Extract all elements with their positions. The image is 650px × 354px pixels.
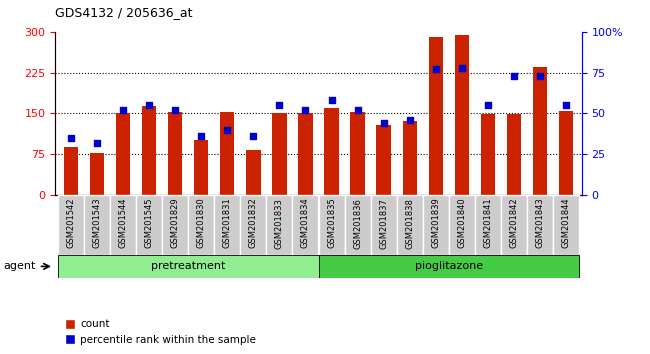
Bar: [58, 195, 84, 255]
Bar: [298, 113, 313, 195]
Bar: [168, 112, 182, 195]
Bar: [84, 195, 110, 255]
Bar: [448, 195, 475, 255]
Point: [483, 102, 493, 108]
Bar: [110, 195, 136, 255]
Bar: [90, 153, 104, 195]
Bar: [266, 195, 292, 255]
Text: GSM201542: GSM201542: [66, 198, 75, 248]
Text: GSM201844: GSM201844: [562, 198, 571, 249]
Bar: [553, 195, 579, 255]
Legend: count, percentile rank within the sample: count, percentile rank within the sample: [60, 315, 260, 349]
Bar: [214, 195, 240, 255]
Point: [248, 133, 259, 139]
Text: GSM201838: GSM201838: [405, 198, 414, 249]
Point: [66, 135, 76, 141]
Point: [222, 127, 233, 132]
Point: [274, 102, 285, 108]
Text: GSM201836: GSM201836: [353, 198, 362, 249]
Text: GSM201843: GSM201843: [536, 198, 545, 249]
Bar: [136, 195, 162, 255]
Point: [300, 107, 311, 113]
Bar: [527, 195, 553, 255]
Text: GSM201829: GSM201829: [171, 198, 179, 249]
Point: [144, 102, 154, 108]
Text: GSM201841: GSM201841: [484, 198, 493, 249]
Point: [430, 67, 441, 72]
Text: GSM201543: GSM201543: [92, 198, 101, 249]
Text: GSM201830: GSM201830: [197, 198, 205, 249]
Text: GSM201545: GSM201545: [144, 198, 153, 248]
Bar: [422, 195, 448, 255]
Bar: [370, 195, 396, 255]
Bar: [64, 147, 78, 195]
Text: GDS4132 / 205636_at: GDS4132 / 205636_at: [55, 6, 193, 19]
Bar: [507, 114, 521, 195]
Point: [378, 120, 389, 126]
Point: [561, 102, 571, 108]
Point: [326, 97, 337, 103]
Point: [118, 107, 128, 113]
Point: [170, 107, 180, 113]
Bar: [272, 113, 287, 195]
Bar: [481, 114, 495, 195]
Bar: [142, 106, 156, 195]
Text: GSM201835: GSM201835: [327, 198, 336, 249]
Bar: [194, 141, 209, 195]
Bar: [396, 195, 422, 255]
Bar: [475, 195, 501, 255]
Text: GSM201834: GSM201834: [301, 198, 310, 249]
Bar: [376, 125, 391, 195]
Text: GSM201544: GSM201544: [118, 198, 127, 248]
Text: GSM201833: GSM201833: [275, 198, 284, 249]
Bar: [58, 255, 318, 278]
Point: [404, 117, 415, 122]
Text: GSM201832: GSM201832: [249, 198, 258, 249]
Bar: [428, 37, 443, 195]
Text: pioglitazone: pioglitazone: [415, 261, 483, 272]
Point: [509, 73, 519, 79]
Bar: [240, 195, 266, 255]
Text: pretreatment: pretreatment: [151, 261, 226, 272]
Bar: [344, 195, 370, 255]
Text: GSM201837: GSM201837: [379, 198, 388, 249]
Text: GSM201839: GSM201839: [432, 198, 440, 249]
Point: [457, 65, 467, 70]
Point: [196, 133, 207, 139]
Text: GSM201831: GSM201831: [223, 198, 232, 249]
Bar: [501, 195, 527, 255]
Point: [352, 107, 363, 113]
Text: GSM201840: GSM201840: [458, 198, 466, 249]
Bar: [324, 108, 339, 195]
Bar: [188, 195, 215, 255]
Text: agent: agent: [3, 261, 36, 272]
Bar: [533, 67, 547, 195]
Bar: [220, 112, 235, 195]
Bar: [318, 255, 579, 278]
Bar: [455, 35, 469, 195]
Bar: [350, 112, 365, 195]
Bar: [318, 195, 344, 255]
Bar: [162, 195, 188, 255]
Text: GSM201842: GSM201842: [510, 198, 519, 249]
Bar: [116, 113, 130, 195]
Bar: [292, 195, 318, 255]
Bar: [246, 150, 261, 195]
Bar: [559, 110, 573, 195]
Bar: [402, 121, 417, 195]
Point: [92, 140, 102, 145]
Point: [535, 73, 545, 79]
